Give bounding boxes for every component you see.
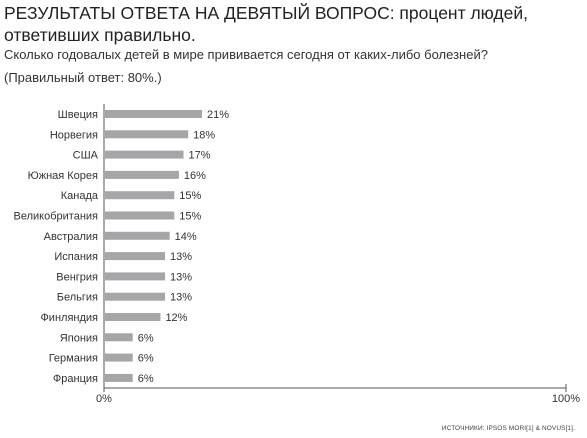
question-text: Сколько годовалых детей в мире прививает… xyxy=(4,47,488,62)
correct-answer-text: (Правильный ответ: 80%.) xyxy=(4,70,162,85)
bar xyxy=(105,292,166,301)
value-label: 18% xyxy=(193,129,215,141)
x-tick-label: 0% xyxy=(96,393,112,405)
category-label: Австралия xyxy=(44,231,98,243)
bar xyxy=(105,150,184,159)
value-label: 13% xyxy=(170,251,192,263)
bar xyxy=(105,373,133,382)
category-label: Швеция xyxy=(58,109,98,121)
bar xyxy=(105,252,166,261)
source-note: ИСТОЧНИКИ: IPSOS MORI[1] & NOVUS[1]. xyxy=(441,425,575,432)
bar xyxy=(105,353,133,362)
bar xyxy=(105,333,133,342)
page-title: РЕЗУЛЬТАТЫ ОТВЕТА НА ДЕВЯТЫЙ ВОПРОС: про… xyxy=(4,2,582,46)
value-label: 12% xyxy=(165,312,187,324)
bar-chart: Швеция 21% Норвегия 18% США 17% Южная Корея 16%… xyxy=(14,104,580,405)
value-label: 6% xyxy=(138,373,154,385)
value-label: 15% xyxy=(179,211,201,223)
bar xyxy=(105,272,166,281)
bar xyxy=(105,211,175,220)
category-label: Канада xyxy=(61,190,99,202)
category-label: Япония xyxy=(60,332,98,344)
bar xyxy=(105,191,175,200)
title-main: РЕЗУЛЬТАТЫ ОТВЕТА НА ДЕВЯТЫЙ ВОПРОС xyxy=(4,3,390,23)
bar xyxy=(105,130,189,139)
category-label: Венгрия xyxy=(56,271,98,283)
value-label: 16% xyxy=(184,170,206,182)
bar xyxy=(105,231,170,240)
value-label: 13% xyxy=(170,292,192,304)
category-label: Франция xyxy=(53,373,98,385)
category-label: Норвегия xyxy=(50,129,98,141)
category-label: Бельгия xyxy=(57,292,98,304)
category-label: Южная Корея xyxy=(28,170,98,182)
bar xyxy=(105,313,161,321)
category-label: США xyxy=(73,150,99,162)
category-label: Германия xyxy=(49,353,98,365)
x-tick-label: 100% xyxy=(552,393,580,405)
value-label: 15% xyxy=(179,190,201,202)
value-label: 6% xyxy=(138,353,154,365)
value-label: 17% xyxy=(189,150,211,162)
title-rest: : процент людей, ответивших правильно. xyxy=(4,3,529,45)
category-label: Финляндия xyxy=(40,312,98,324)
value-label: 14% xyxy=(175,231,197,243)
value-label: 13% xyxy=(170,271,192,283)
bar xyxy=(105,170,179,179)
bar xyxy=(105,110,203,118)
category-label: Испания xyxy=(54,251,98,263)
value-label: 21% xyxy=(207,109,229,121)
value-label: 6% xyxy=(138,332,154,344)
category-label: Великобритания xyxy=(14,211,99,223)
